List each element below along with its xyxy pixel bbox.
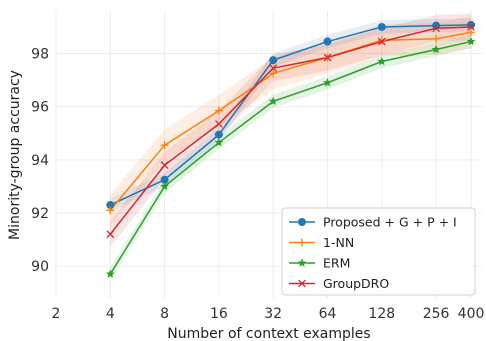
x-tick-label: 8 — [160, 306, 169, 322]
x-tick-label: 256 — [423, 306, 450, 322]
data-point-groupdro — [432, 24, 440, 33]
data-point-proposed-g-p-i — [269, 56, 278, 65]
x-tick-label: 4 — [106, 306, 115, 322]
legend-box — [281, 207, 476, 296]
series-line-1-nn — [109, 31, 472, 211]
data-point-proposed-g-p-i — [432, 21, 441, 30]
confidence-bands — [110, 13, 472, 281]
legend-marker-proposed-g-p-i — [298, 218, 306, 226]
y-tick-labels: 90 92 94 96 98 — [31, 47, 49, 276]
data-point-erm — [431, 44, 441, 54]
x-tick-label: 128 — [368, 306, 395, 322]
y-tick-label: 92 — [31, 206, 49, 222]
data-point-proposed-g-p-i — [106, 200, 115, 209]
data-point-erm — [268, 96, 278, 106]
series-lines — [109, 24, 472, 275]
x-axis-label: Number of context examples — [167, 326, 370, 341]
x-tick-label: 2 — [52, 306, 61, 322]
band-groupdro — [110, 13, 472, 248]
x-tick-label: 32 — [264, 306, 282, 322]
data-point-proposed-g-p-i — [214, 130, 223, 139]
x-tick-labels: 2 4 8 16 32 64 128 256 400 — [52, 306, 485, 322]
data-point-erm — [377, 56, 387, 66]
data-point-1-nn — [432, 34, 441, 43]
data-point-erm — [214, 137, 224, 147]
data-point-erm — [160, 181, 169, 191]
data-point-groupdro — [160, 161, 169, 169]
legend: Proposed + G + P + I 1-NN ERM GroupDRO — [281, 207, 476, 296]
x-tick-label: 16 — [210, 306, 228, 322]
series-line-erm — [109, 40, 472, 275]
data-point-1-nn — [106, 206, 115, 215]
data-point-proposed-g-p-i — [323, 37, 332, 46]
series-line-proposed-g-p-i — [109, 24, 472, 206]
band-proposed-g-p-i — [110, 18, 472, 212]
band-1-nn — [110, 16, 472, 227]
data-point-groupdro — [377, 37, 386, 46]
data-point-proposed-g-p-i — [377, 22, 386, 31]
y-axis-label: Minority-group accuracy — [7, 70, 23, 240]
legend-marker-1-nn — [298, 238, 306, 247]
y-tick-label: 94 — [31, 153, 49, 169]
x-tick-label: 64 — [319, 306, 337, 322]
data-point-1-nn — [214, 106, 223, 115]
data-point-groupdro — [269, 64, 278, 72]
data-point-groupdro — [323, 53, 332, 62]
data-point-groupdro — [215, 120, 223, 128]
data-point-erm — [105, 269, 115, 278]
legend-label-erm: ERM — [323, 256, 350, 271]
data-point-erm — [466, 36, 476, 46]
data-point-groupdro — [467, 23, 475, 31]
data-point-proposed-g-p-i — [160, 175, 169, 184]
data-point-1-nn — [467, 28, 476, 37]
legend-label-proposed-g-p-i: Proposed + G + P + I — [323, 215, 457, 230]
y-tick-label: 98 — [31, 47, 49, 63]
data-point-erm — [323, 78, 332, 87]
data-point-1-nn — [377, 36, 386, 45]
legend-marker-groupdro — [298, 279, 306, 288]
data-point-1-nn — [269, 69, 278, 78]
data-point-groupdro — [106, 230, 115, 239]
data-point-proposed-g-p-i — [467, 20, 476, 29]
y-tick-label: 96 — [31, 100, 49, 116]
legend-label-1-nn: 1-NN — [323, 235, 354, 250]
series-markers — [105, 20, 476, 278]
series-line-groupdro — [109, 26, 472, 235]
y-tick-label: 90 — [31, 259, 49, 275]
legend-marker-erm — [297, 258, 307, 267]
legend-label-groupdro: GroupDRO — [323, 276, 389, 291]
x-tick-label: 400 — [458, 306, 485, 322]
data-point-1-nn — [160, 141, 169, 150]
